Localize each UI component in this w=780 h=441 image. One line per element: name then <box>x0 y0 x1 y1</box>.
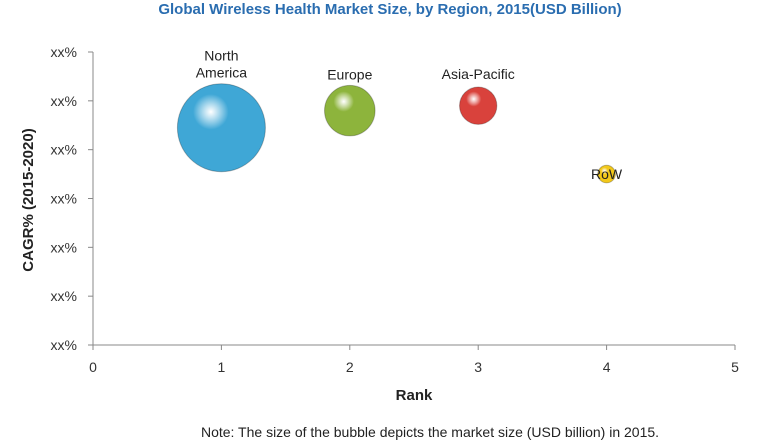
y-tick-label: xx% <box>51 191 77 207</box>
bubble-label-asia-pacific: Asia-Pacific <box>442 66 515 82</box>
x-axis-ticks: 0 1 2 3 4 5 <box>89 345 739 375</box>
chart-note: Note: The size of the bubble depicts the… <box>200 424 660 440</box>
bubble-label-north-america: North America <box>196 48 248 81</box>
y-axis-title: CAGR% (2015-2020) <box>20 128 37 271</box>
x-tick-label: 5 <box>731 359 739 375</box>
y-tick-label: xx% <box>51 142 77 158</box>
y-tick-label: xx% <box>51 93 77 109</box>
bubble-asia-pacific <box>459 86 498 125</box>
x-tick-label: 1 <box>218 359 226 375</box>
y-tick-label: xx% <box>51 239 77 255</box>
x-tick-label: 0 <box>89 359 97 375</box>
x-axis-title: Rank <box>396 387 433 404</box>
bubble-label-row: RoW <box>591 166 623 182</box>
bubbles <box>176 83 616 184</box>
chart-title: Global Wireless Health Market Size, by R… <box>158 1 622 18</box>
x-tick-label: 4 <box>603 359 611 375</box>
bubble-labels: North America Europe Asia-Pacific RoW <box>196 48 623 182</box>
bubble-north-america <box>176 83 266 173</box>
x-tick-label: 2 <box>346 359 354 375</box>
y-tick-label: xx% <box>51 288 77 304</box>
bubble-label-europe: Europe <box>327 66 372 82</box>
x-tick-label: 3 <box>474 359 482 375</box>
bubble-row <box>597 164 616 184</box>
y-tick-label: xx% <box>51 337 77 353</box>
y-tick-label: xx% <box>51 44 77 60</box>
bubble-europe <box>324 84 376 137</box>
y-axis-ticks: xx% xx% xx% xx% xx% xx% xx% <box>51 44 93 353</box>
